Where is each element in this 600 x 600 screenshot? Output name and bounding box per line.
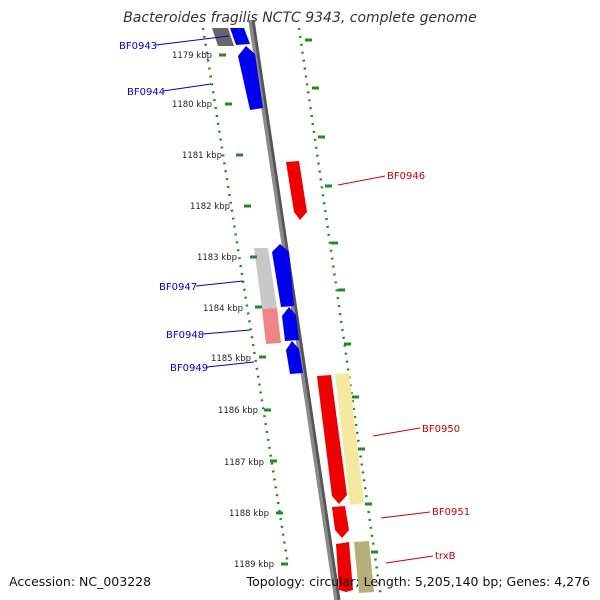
- accession-text: Accession: NC_003228: [9, 574, 152, 589]
- gene-bf0948-arrow: [282, 307, 299, 341]
- gene-gray-block: [254, 248, 277, 309]
- gene-trxb-arrow: [336, 542, 353, 592]
- gene-bf0944-arrow: [238, 46, 263, 110]
- tick-label-1179: 1179 kbp: [172, 51, 212, 61]
- tick-label-1180: 1180 kbp: [172, 100, 212, 110]
- gene-label-bf0948: BF0948: [166, 330, 204, 341]
- gene-label-bf0947: BF0947: [159, 282, 197, 293]
- leader-bf0951: [380, 511, 431, 519]
- gene-bf0943-arrow: [230, 28, 250, 45]
- tick-label-1189: 1189 kbp: [234, 560, 274, 570]
- gene-yellow-block: [335, 373, 364, 505]
- gene-bf0946-arrow: [286, 161, 307, 220]
- tick-label-1187: 1187 kbp: [224, 458, 264, 468]
- backbone-shadow: [249, 19, 341, 600]
- gene-bf0951-arrow: [332, 506, 349, 538]
- gene-label-bf0951: BF0951: [432, 507, 470, 518]
- gene-label-bf0944: BF0944: [127, 87, 165, 98]
- tick-label-1183: 1183 kbp: [197, 253, 237, 263]
- genome-summary-text: Topology: circular; Length: 5,205,140 bp…: [246, 574, 590, 589]
- tick-label-1184: 1184 kbp: [203, 304, 243, 314]
- gene-label-bf0949: BF0949: [170, 363, 208, 374]
- leader-bf0948: [202, 329, 251, 335]
- gene-pink-block: [262, 308, 281, 344]
- gene-label-bf0943: BF0943: [119, 41, 157, 52]
- map-title: Bacteroides fragilis NCTC 9343, complete…: [123, 10, 477, 26]
- leader-bf0946: [337, 175, 386, 186]
- gene-bf0950-arrow: [317, 375, 347, 504]
- leader-bf0944: [162, 83, 212, 92]
- tick-label-1188: 1188 kbp: [229, 509, 269, 519]
- gene-bf0947-arrow: [272, 244, 294, 307]
- backbone: [248, 19, 338, 600]
- leader-bf0947: [195, 280, 244, 287]
- leader-bf0943: [155, 35, 230, 46]
- gene-label-trxb: trxB: [435, 551, 456, 562]
- gene-bf0949-arrow: [286, 341, 303, 374]
- tick-label-1181: 1181 kbp: [182, 151, 222, 161]
- tick-label-1186: 1186 kbp: [218, 406, 258, 416]
- tick-label-1185: 1185 kbp: [211, 354, 251, 364]
- gene-label-bf0946: BF0946: [387, 171, 425, 182]
- leader-trxb: [385, 555, 434, 564]
- gene-olive-block: [354, 541, 374, 593]
- tick-label-1182: 1182 kbp: [190, 202, 230, 212]
- leader-bf0949: [206, 361, 255, 368]
- tick-marks: [219, 38, 378, 566]
- leader-bf0950: [372, 427, 421, 437]
- gene-label-bf0950: BF0950: [422, 424, 460, 435]
